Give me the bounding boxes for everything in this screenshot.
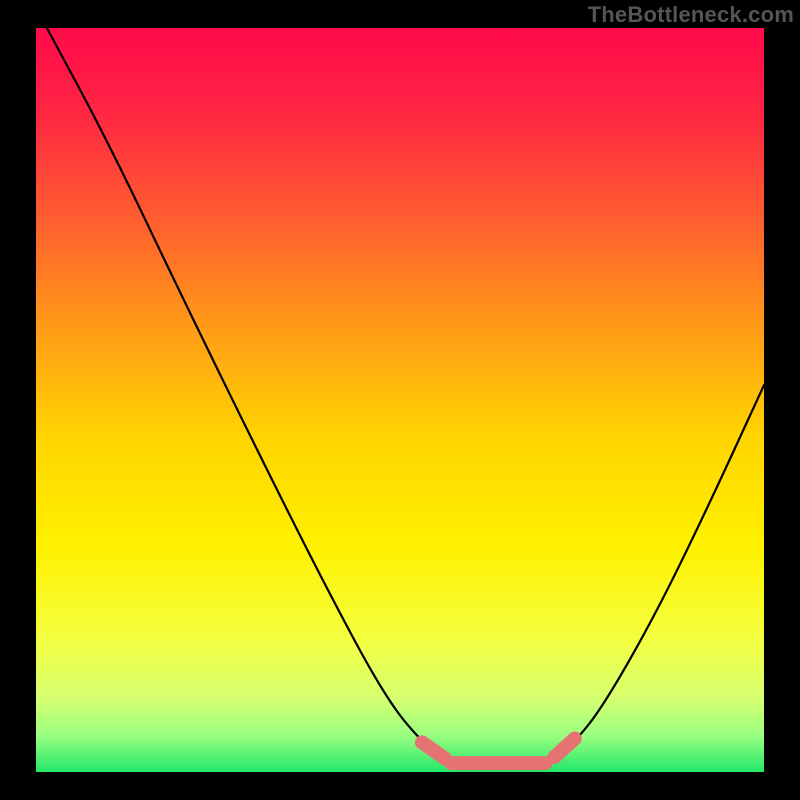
- chart-stage: TheBottleneck.com: [0, 0, 800, 800]
- chart-svg: [0, 0, 800, 800]
- watermark-text: TheBottleneck.com: [588, 2, 794, 28]
- plot-background: [36, 28, 764, 772]
